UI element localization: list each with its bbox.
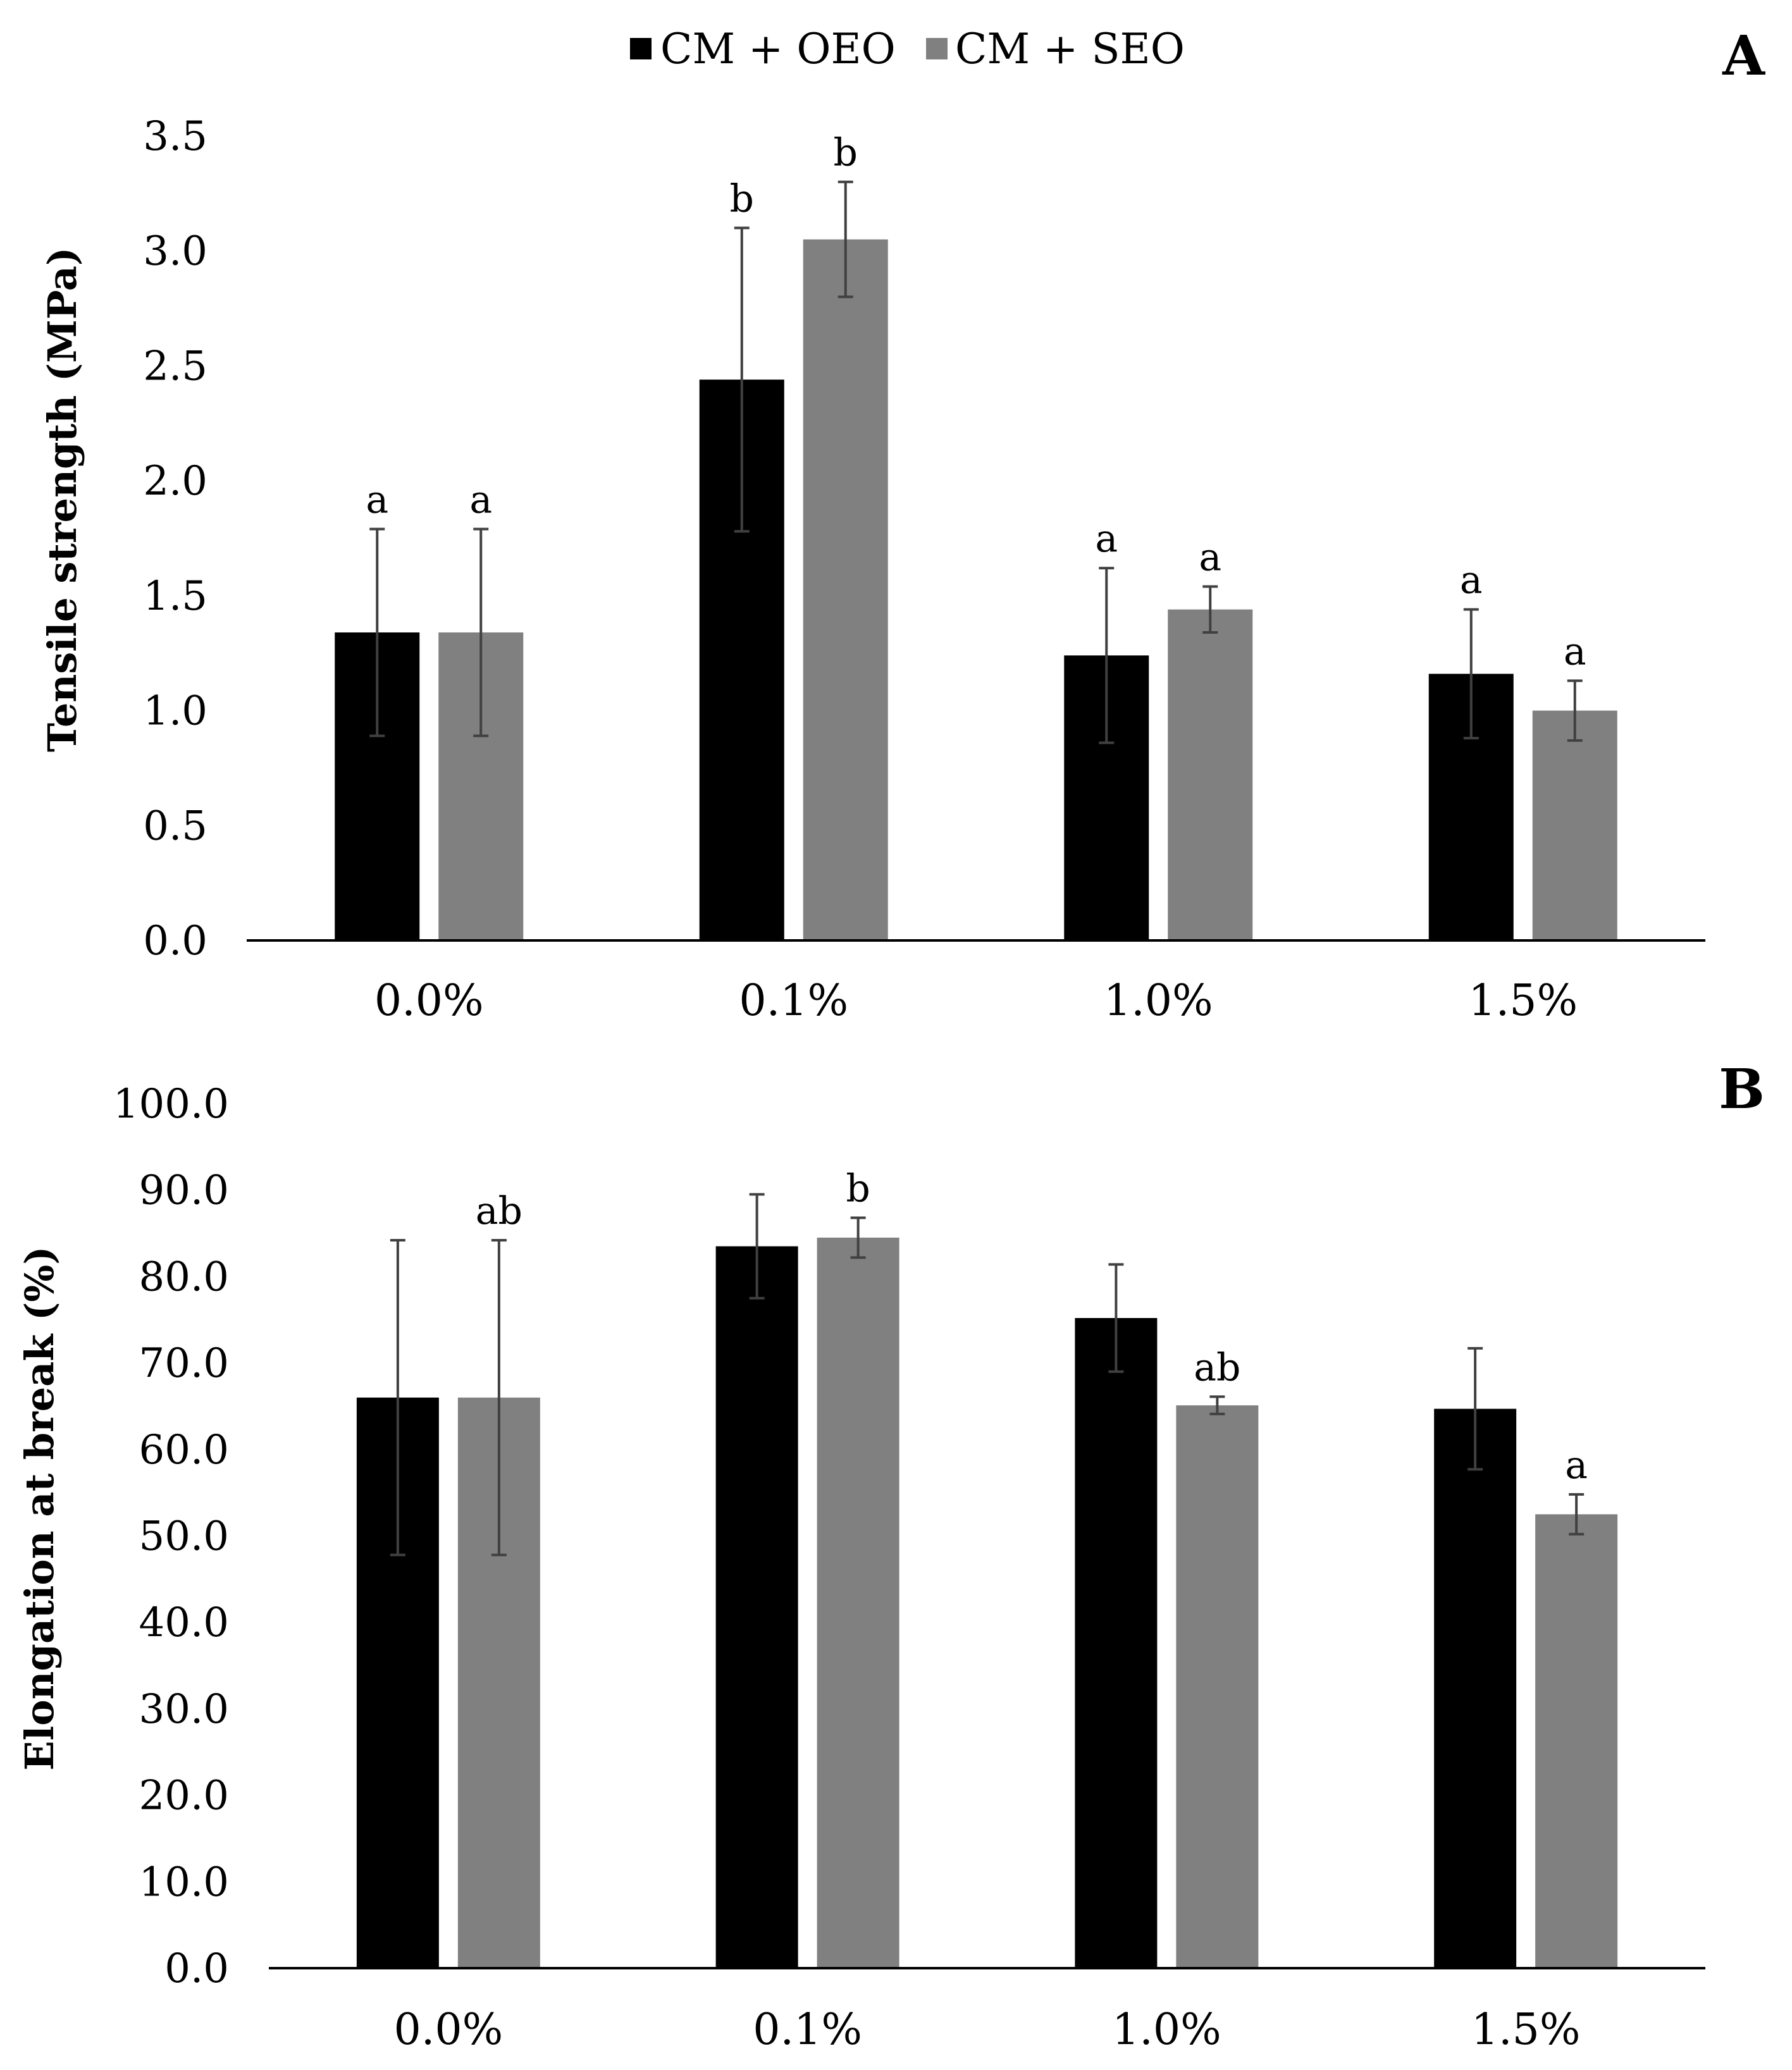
panel-a-y-axis-title: Tensile strength (MPa) (39, 247, 85, 752)
panel-a-significance-label: a (366, 477, 388, 522)
panel-b-y-axis-title: Elongation at break (%) (16, 1246, 63, 1770)
panel-b-bar-oeo-1-0pct (1075, 1318, 1158, 1968)
panel-a-significance-label: b (730, 176, 754, 221)
panel-b-chart: 0.0 10.0 20.0 30.0 40.0 50.0 60.0 70.0 80.0 90.0 1… (113, 1081, 1705, 2055)
panel-a-significance-label: b (834, 131, 858, 175)
panel-b-y-tick-label: 100.0 (113, 1081, 229, 1128)
panel-a-y-tick-label: 1.5 (143, 573, 207, 620)
panel-a-y-tick-label: 3.0 (143, 228, 207, 275)
panel-a-significance-label: a (1095, 517, 1118, 561)
panel-b-bar-seo-1-0pct (1176, 1405, 1259, 1968)
panel-a-significance-label: a (1199, 535, 1221, 579)
panel-b-significance-label: ab (1194, 1345, 1240, 1389)
panel-a-y-tick-label: 2.0 (143, 458, 207, 505)
panel-b-y-tick-label: 80.0 (139, 1254, 230, 1300)
panel-b-bar-seo-1-5pct (1535, 1514, 1618, 1968)
panel-b-y-tick-label: 10.0 (139, 1859, 230, 1906)
panel-b-x-category-label: 1.5% (1471, 2005, 1581, 2055)
panel-a-y-tick-label: 0.0 (143, 918, 207, 964)
panel-b-bar-oeo-0-1pct (715, 1246, 798, 1968)
panel-b-y-tick-label: 70.0 (139, 1340, 230, 1387)
panel-b-y-tick-label: 40.0 (139, 1599, 230, 1646)
panel-a-significance-label: a (1460, 558, 1483, 603)
legend-label-seo: CM + SEO (955, 25, 1185, 73)
panel-a-x-category-label: 0.0% (374, 976, 484, 1026)
panel-a-y-tick-label: 1.0 (143, 688, 207, 735)
panel-b-y-tick-label: 20.0 (139, 1773, 230, 1820)
panel-a-y-tick-label: 2.5 (143, 343, 207, 390)
panel-a-x-category-label: 0.1% (739, 976, 848, 1026)
panel-a-x-category-label: 1.0% (1104, 976, 1213, 1026)
panel-b-letter: B (1719, 1057, 1765, 1121)
panel-a-bar-seo-1-5pct (1532, 710, 1617, 940)
panel-a-bar-seo-1-0pct (1168, 609, 1253, 940)
legend-swatch-oeo (630, 38, 652, 59)
panel-b-x-category-label: 0.1% (753, 2005, 862, 2055)
panel-a-significance-label: a (469, 477, 492, 522)
panel-b-significance-label: ab (476, 1189, 522, 1233)
panel-b-significance-label: a (1565, 1443, 1588, 1488)
panel-b-significance-label: b (846, 1166, 870, 1211)
legend: CM + OEO CM + SEO (630, 25, 1185, 73)
panel-b-x-category-label: 1.0% (1112, 2005, 1221, 2055)
panel-a-y-tick-label: 0.5 (143, 803, 207, 849)
legend-label-oeo: CM + OEO (660, 25, 896, 73)
panel-a-chart: 0.0 0.5 1.0 1.5 2.0 2.5 3.0 3.5 a a 0.0% b b 0.1% a a 1.… (143, 113, 1705, 1026)
panel-a-letter: A (1722, 24, 1765, 88)
panel-b-y-tick-label: 50.0 (139, 1513, 230, 1560)
panel-b-y-tick-label: 90.0 (139, 1167, 230, 1214)
panel-b-x-category-label: 0.0% (393, 2005, 503, 2055)
panel-a-bar-seo-0-1pct (803, 239, 888, 940)
panel-a-significance-label: a (1564, 629, 1586, 674)
panel-b-y-tick-label: 60.0 (139, 1427, 230, 1474)
panel-b-y-tick-label: 0.0 (164, 1945, 229, 1992)
panel-a-y-tick-label: 3.5 (143, 113, 207, 160)
panel-b-bar-oeo-1-5pct (1434, 1408, 1517, 1968)
panel-b-bar-seo-0-1pct (817, 1237, 899, 1968)
legend-swatch-seo (926, 38, 948, 59)
panel-b-y-tick-label: 30.0 (139, 1686, 230, 1733)
panel-a-x-category-label: 1.5% (1468, 976, 1578, 1026)
